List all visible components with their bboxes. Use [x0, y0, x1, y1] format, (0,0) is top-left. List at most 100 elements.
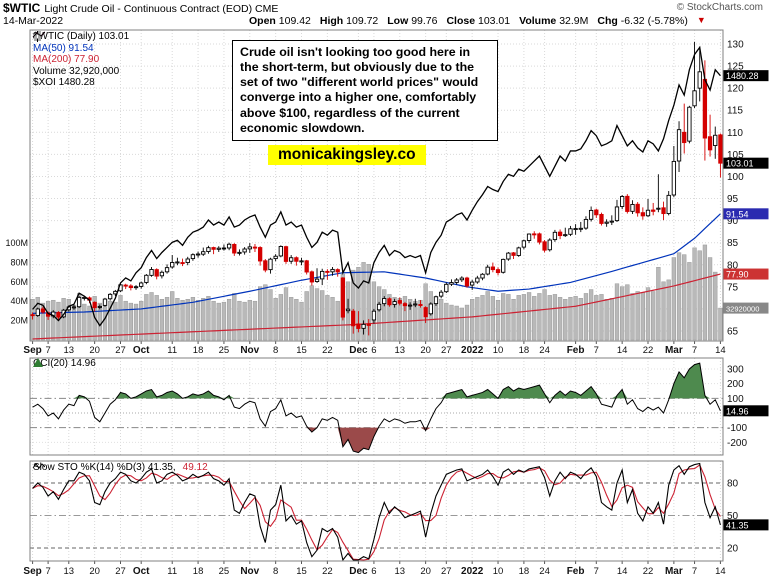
svg-text:20: 20: [420, 345, 431, 356]
svg-text:10: 10: [493, 566, 504, 577]
x-axis-labels-bottom: Sep 7 13 20 27 Oct 11 18 25 Nov 8 15 22 Dec 6 13 20 27 202…: [23, 561, 726, 577]
svg-text:2022: 2022: [461, 345, 484, 356]
legend-row-xoi: $XOI 1480.28: [33, 31, 129, 89]
svg-text:13: 13: [63, 345, 74, 356]
svg-text:80: 80: [727, 260, 739, 271]
svg-text:40M: 40M: [10, 296, 28, 306]
svg-text:7: 7: [45, 566, 50, 577]
svg-text:7: 7: [45, 345, 50, 356]
svg-text:18: 18: [193, 566, 204, 577]
svg-text:Oct: Oct: [133, 345, 150, 356]
svg-text:Dec: Dec: [349, 566, 368, 577]
legend-ma200-label: MA(200) 77.90: [33, 54, 100, 66]
svg-text:90: 90: [727, 216, 739, 227]
stat-high: High 109.72: [319, 15, 379, 27]
svg-text:15: 15: [296, 345, 307, 356]
cci-line: [32, 362, 721, 454]
header-line-2: 14-Mar-2022 Open 109.42 High 109.72 Low …: [3, 15, 766, 28]
svg-text:24: 24: [539, 345, 550, 356]
legend-row-wtic: $WTIC (Daily) 103.01: [33, 31, 129, 43]
stat-volume: Volume 32.9M: [519, 15, 589, 27]
x-axis-labels-top: Sep 7 13 20 27 Oct 11 18 25 Nov 8 15 22 Dec 6 13 20 27 202…: [23, 341, 726, 356]
svg-text:Sep: Sep: [23, 566, 41, 577]
legend-row-volume: Volume 32,920,000: [33, 31, 129, 78]
volume-bars: [30, 244, 723, 341]
svg-text:24: 24: [539, 566, 550, 577]
sto-value-box: 41.35: [723, 519, 769, 531]
legend-ma50-label: MA(50) 91.54: [33, 42, 94, 54]
sto-panel: 80 50 20: [30, 462, 739, 562]
sto-legend-k-label: Slow STO %K(14) %D(3) 41.35,: [33, 462, 176, 473]
svg-text:27: 27: [441, 566, 452, 577]
xoi-line-icon: [33, 31, 45, 38]
svg-text:80: 80: [727, 479, 739, 490]
svg-text:7: 7: [594, 345, 599, 356]
svg-text:13: 13: [394, 345, 405, 356]
svg-text:8: 8: [273, 566, 278, 577]
svg-text:27: 27: [115, 566, 126, 577]
sto-legend: Slow STO %K(14) %D(3) 41.35, 49.12: [33, 462, 208, 473]
svg-text:7: 7: [594, 566, 599, 577]
svg-text:130: 130: [727, 40, 744, 51]
cci-panel: 3002001000-100-200: [30, 362, 747, 454]
svg-text:8: 8: [273, 345, 278, 356]
svg-text:100: 100: [727, 394, 744, 405]
watermark-label: monicakingsley.co: [268, 145, 426, 165]
chart-title: Light Crude Oil - Continuous Contract (E…: [44, 3, 279, 15]
svg-text:20: 20: [89, 566, 100, 577]
svg-text:103.01: 103.01: [726, 159, 754, 169]
svg-text:15: 15: [296, 566, 307, 577]
svg-text:22: 22: [322, 345, 333, 356]
panel-borders: [29, 29, 724, 562]
stat-low: Low 99.76: [387, 15, 438, 27]
close-price-box: 103.01: [723, 157, 769, 169]
svg-text:6: 6: [371, 345, 376, 356]
svg-text:25: 25: [219, 566, 230, 577]
legend-row-ma200: MA(200) 77.90: [33, 31, 129, 66]
chart-date: 14-Mar-2022: [3, 15, 64, 27]
svg-text:75: 75: [727, 282, 739, 293]
svg-text:100: 100: [727, 172, 744, 183]
ma200-line: [32, 273, 721, 340]
stat-change: Chg -6.32 (-5.78%): [597, 15, 688, 27]
svg-text:20: 20: [727, 544, 739, 555]
header-line-1: $WTIC Light Crude Oil - Continuous Contra…: [3, 1, 766, 15]
sto-legend-d-value: 49.12: [182, 462, 208, 473]
svg-text:91.54: 91.54: [726, 209, 749, 219]
svg-text:7: 7: [692, 345, 697, 356]
svg-text:18: 18: [519, 345, 530, 356]
svg-text:22: 22: [643, 566, 654, 577]
svg-text:60M: 60M: [10, 277, 28, 287]
svg-text:20: 20: [420, 566, 431, 577]
svg-text:100M: 100M: [5, 238, 28, 248]
svg-text:50: 50: [727, 511, 739, 522]
svg-text:-200: -200: [727, 438, 747, 449]
svg-text:Mar: Mar: [665, 345, 683, 356]
stat-close: Close 103.01: [446, 15, 511, 27]
candles: [30, 41, 723, 336]
svg-text:22: 22: [643, 345, 654, 356]
svg-text:14: 14: [617, 345, 628, 356]
svg-text:6: 6: [371, 566, 376, 577]
svg-text:80M: 80M: [10, 257, 28, 267]
svg-text:11: 11: [167, 345, 177, 356]
svg-text:Nov: Nov: [240, 345, 259, 356]
svg-text:Mar: Mar: [665, 566, 683, 577]
ma50-value-box: 91.54: [723, 208, 769, 220]
svg-text:14.96: 14.96: [726, 406, 749, 416]
svg-text:20: 20: [89, 345, 100, 356]
symbol-label: $WTIC: [3, 1, 41, 15]
svg-text:27: 27: [115, 345, 126, 356]
svg-text:27: 27: [441, 345, 452, 356]
cci-positive-fill: [32, 363, 721, 399]
svg-text:7: 7: [692, 566, 697, 577]
svg-text:20M: 20M: [10, 316, 28, 326]
svg-text:14: 14: [715, 345, 726, 356]
price-axis-labels: 13012512011511010510095908580757065: [727, 40, 744, 338]
svg-text:-100: -100: [727, 423, 747, 434]
svg-text:Feb: Feb: [567, 566, 585, 577]
svg-text:200: 200: [727, 379, 744, 390]
svg-text:13: 13: [63, 566, 74, 577]
